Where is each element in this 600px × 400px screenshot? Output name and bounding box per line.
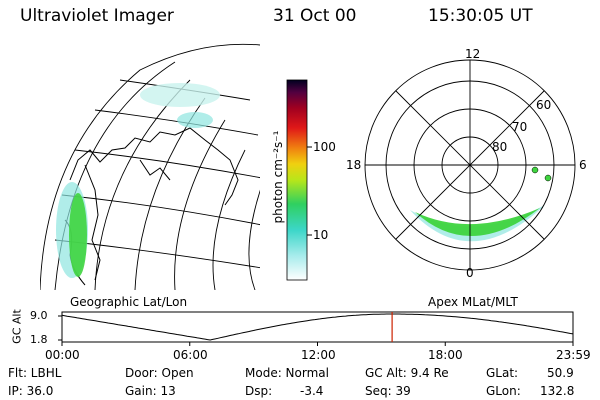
gc-alt-label: GC Alt: 9.4 Re: [365, 366, 449, 380]
dsp-label: Dsp:: [245, 384, 273, 398]
gc-alt-ylabel: GC Alt: [10, 309, 24, 344]
colorbar-unit-label: photon cm⁻²s⁻¹: [271, 130, 285, 224]
ip-label: IP: 36.0: [8, 384, 54, 398]
xtick-2: 12:00: [301, 348, 336, 362]
aurora-glow: [410, 205, 545, 242]
aurora-glow: [177, 112, 213, 128]
ytick-top: 9.0: [30, 309, 48, 322]
xtick-1: 06:00: [173, 348, 208, 362]
lon-line: [94, 109, 259, 136]
aurora-glow: [140, 83, 220, 107]
time-label: 15:30:05 UT: [428, 6, 533, 26]
lat-70-label: 70: [512, 120, 528, 134]
glat-label: GLat:: [486, 366, 519, 380]
glon-label: GLon:: [486, 384, 521, 398]
lat-line: [174, 119, 226, 290]
dsp-value: -3.4: [300, 384, 324, 398]
colorbar: [286, 79, 308, 281]
glat-value: 50.9: [547, 366, 574, 380]
lon-line: [74, 149, 260, 179]
aurora-oval: [415, 208, 540, 237]
mlt-12-label: 12: [465, 47, 481, 61]
polar-meridian: [395, 90, 545, 240]
altitude-plot-frame: [61, 311, 574, 343]
mlt-18-label: 18: [346, 158, 362, 172]
mlt-6-label: 6: [579, 158, 587, 172]
coastline: [69, 127, 239, 206]
left-caption: Geographic Lat/Lon: [70, 295, 188, 309]
ytick-bottom: 1.8: [30, 333, 48, 346]
filter-label: Flt: LBHL: [8, 366, 62, 380]
door-label: Door: Open: [125, 366, 194, 380]
colorbar-tick-100: 100: [313, 140, 336, 154]
xtick-4: 23:59: [556, 348, 591, 362]
instrument-title: Ultraviolet Imager: [20, 6, 174, 26]
lat-80-label: 80: [492, 140, 508, 154]
station-marker: [531, 166, 539, 174]
glon-value: 132.8: [540, 384, 575, 398]
date-label: 31 Oct 00: [273, 6, 357, 26]
mlt-0-label: 0: [466, 266, 474, 280]
seq-label: Seq: 39: [365, 384, 411, 398]
coastline: [84, 164, 101, 281]
station-marker: [544, 174, 552, 182]
colorbar-tick-10: 10: [313, 228, 329, 242]
lat-60-label: 60: [536, 98, 552, 112]
lat-line: [248, 189, 260, 290]
aurora-oval: [69, 193, 87, 277]
altitude-curve: [61, 313, 574, 341]
coastline: [139, 159, 171, 181]
mode-label: Mode: Normal: [245, 366, 329, 380]
xtick-0: 00:00: [45, 348, 80, 362]
lat-line: [212, 149, 246, 290]
lon-line: [61, 194, 260, 226]
gain-label: Gain: 13: [125, 384, 176, 398]
xtick-3: 18:00: [428, 348, 463, 362]
right-caption: Apex MLat/MLT: [428, 295, 518, 309]
earth-limb: [40, 43, 260, 290]
